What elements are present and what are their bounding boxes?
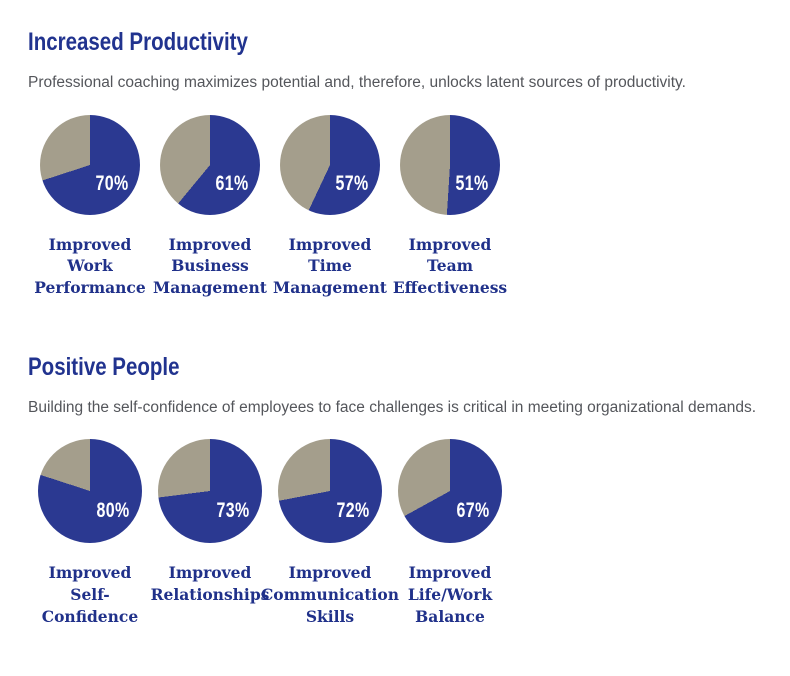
pie-group-communication-skills: 72% Improved Communication Skills bbox=[261, 439, 399, 627]
pie-label: Improved Relationships bbox=[150, 563, 270, 605]
pie-percent-value: 61% bbox=[215, 171, 249, 195]
pie-label: Improved Business Management bbox=[153, 234, 267, 298]
pie-chart: 61% bbox=[160, 114, 260, 215]
pie-chart-row: 80% Improved Self- Confidence 73% Improv… bbox=[30, 439, 790, 627]
pie-percent-value: 80% bbox=[96, 499, 130, 523]
pie-label: Improved Communication Skills bbox=[260, 563, 400, 626]
pie-chart: 51% bbox=[400, 114, 500, 215]
pie-chart: 80% bbox=[38, 439, 142, 544]
pie-group-life-work-balance: 67% Improved Life/Work Balance bbox=[390, 439, 510, 627]
pie-percent-value: 72% bbox=[336, 499, 370, 523]
pie-group-self-confidence: 80% Improved Self- Confidence bbox=[30, 439, 150, 627]
pie-group-team-effectiveness: 51% Improved Team Effectiveness bbox=[390, 114, 510, 299]
pie-percent-value: 51% bbox=[455, 171, 489, 195]
pie-percent-value: 67% bbox=[456, 499, 490, 523]
pie-chart: 57% bbox=[280, 114, 380, 215]
pie-label: Improved Work Performance bbox=[34, 234, 146, 298]
pie-group-relationships: 73% Improved Relationships bbox=[150, 439, 270, 627]
section-title: Increased Productivity bbox=[28, 28, 248, 56]
section-subtitle: Building the self-confidence of employee… bbox=[28, 398, 757, 416]
pie-chart: 67% bbox=[398, 439, 502, 544]
section-title: Positive People bbox=[28, 352, 180, 381]
pie-label: Improved Time Management bbox=[273, 234, 387, 298]
section-subtitle: Professional coaching maximizes potentia… bbox=[28, 74, 686, 91]
pie-group-time-management: 57% Improved Time Management bbox=[270, 114, 390, 299]
pie-group-business-management: 61% Improved Business Management bbox=[150, 114, 270, 299]
pie-group-work-performance: 70% Improved Work Performance bbox=[30, 114, 150, 299]
pie-label: Improved Self- Confidence bbox=[41, 563, 139, 626]
pie-chart: 73% bbox=[158, 439, 262, 544]
pie-chart-row: 70% Improved Work Performance 61% Improv… bbox=[30, 114, 790, 299]
pie-percent-value: 57% bbox=[335, 171, 369, 195]
pie-chart: 70% bbox=[40, 114, 140, 215]
pie-percent-value: 70% bbox=[95, 171, 129, 195]
pie-percent-value: 73% bbox=[216, 499, 250, 523]
pie-label: Improved Team Effectiveness bbox=[392, 234, 508, 298]
pie-chart: 72% bbox=[278, 439, 382, 544]
pie-label: Improved Life/Work Balance bbox=[407, 563, 493, 626]
section-positive-people: Positive People Building the self-confid… bbox=[28, 353, 790, 628]
section-increased-productivity: Increased Productivity Professional coac… bbox=[28, 28, 790, 299]
